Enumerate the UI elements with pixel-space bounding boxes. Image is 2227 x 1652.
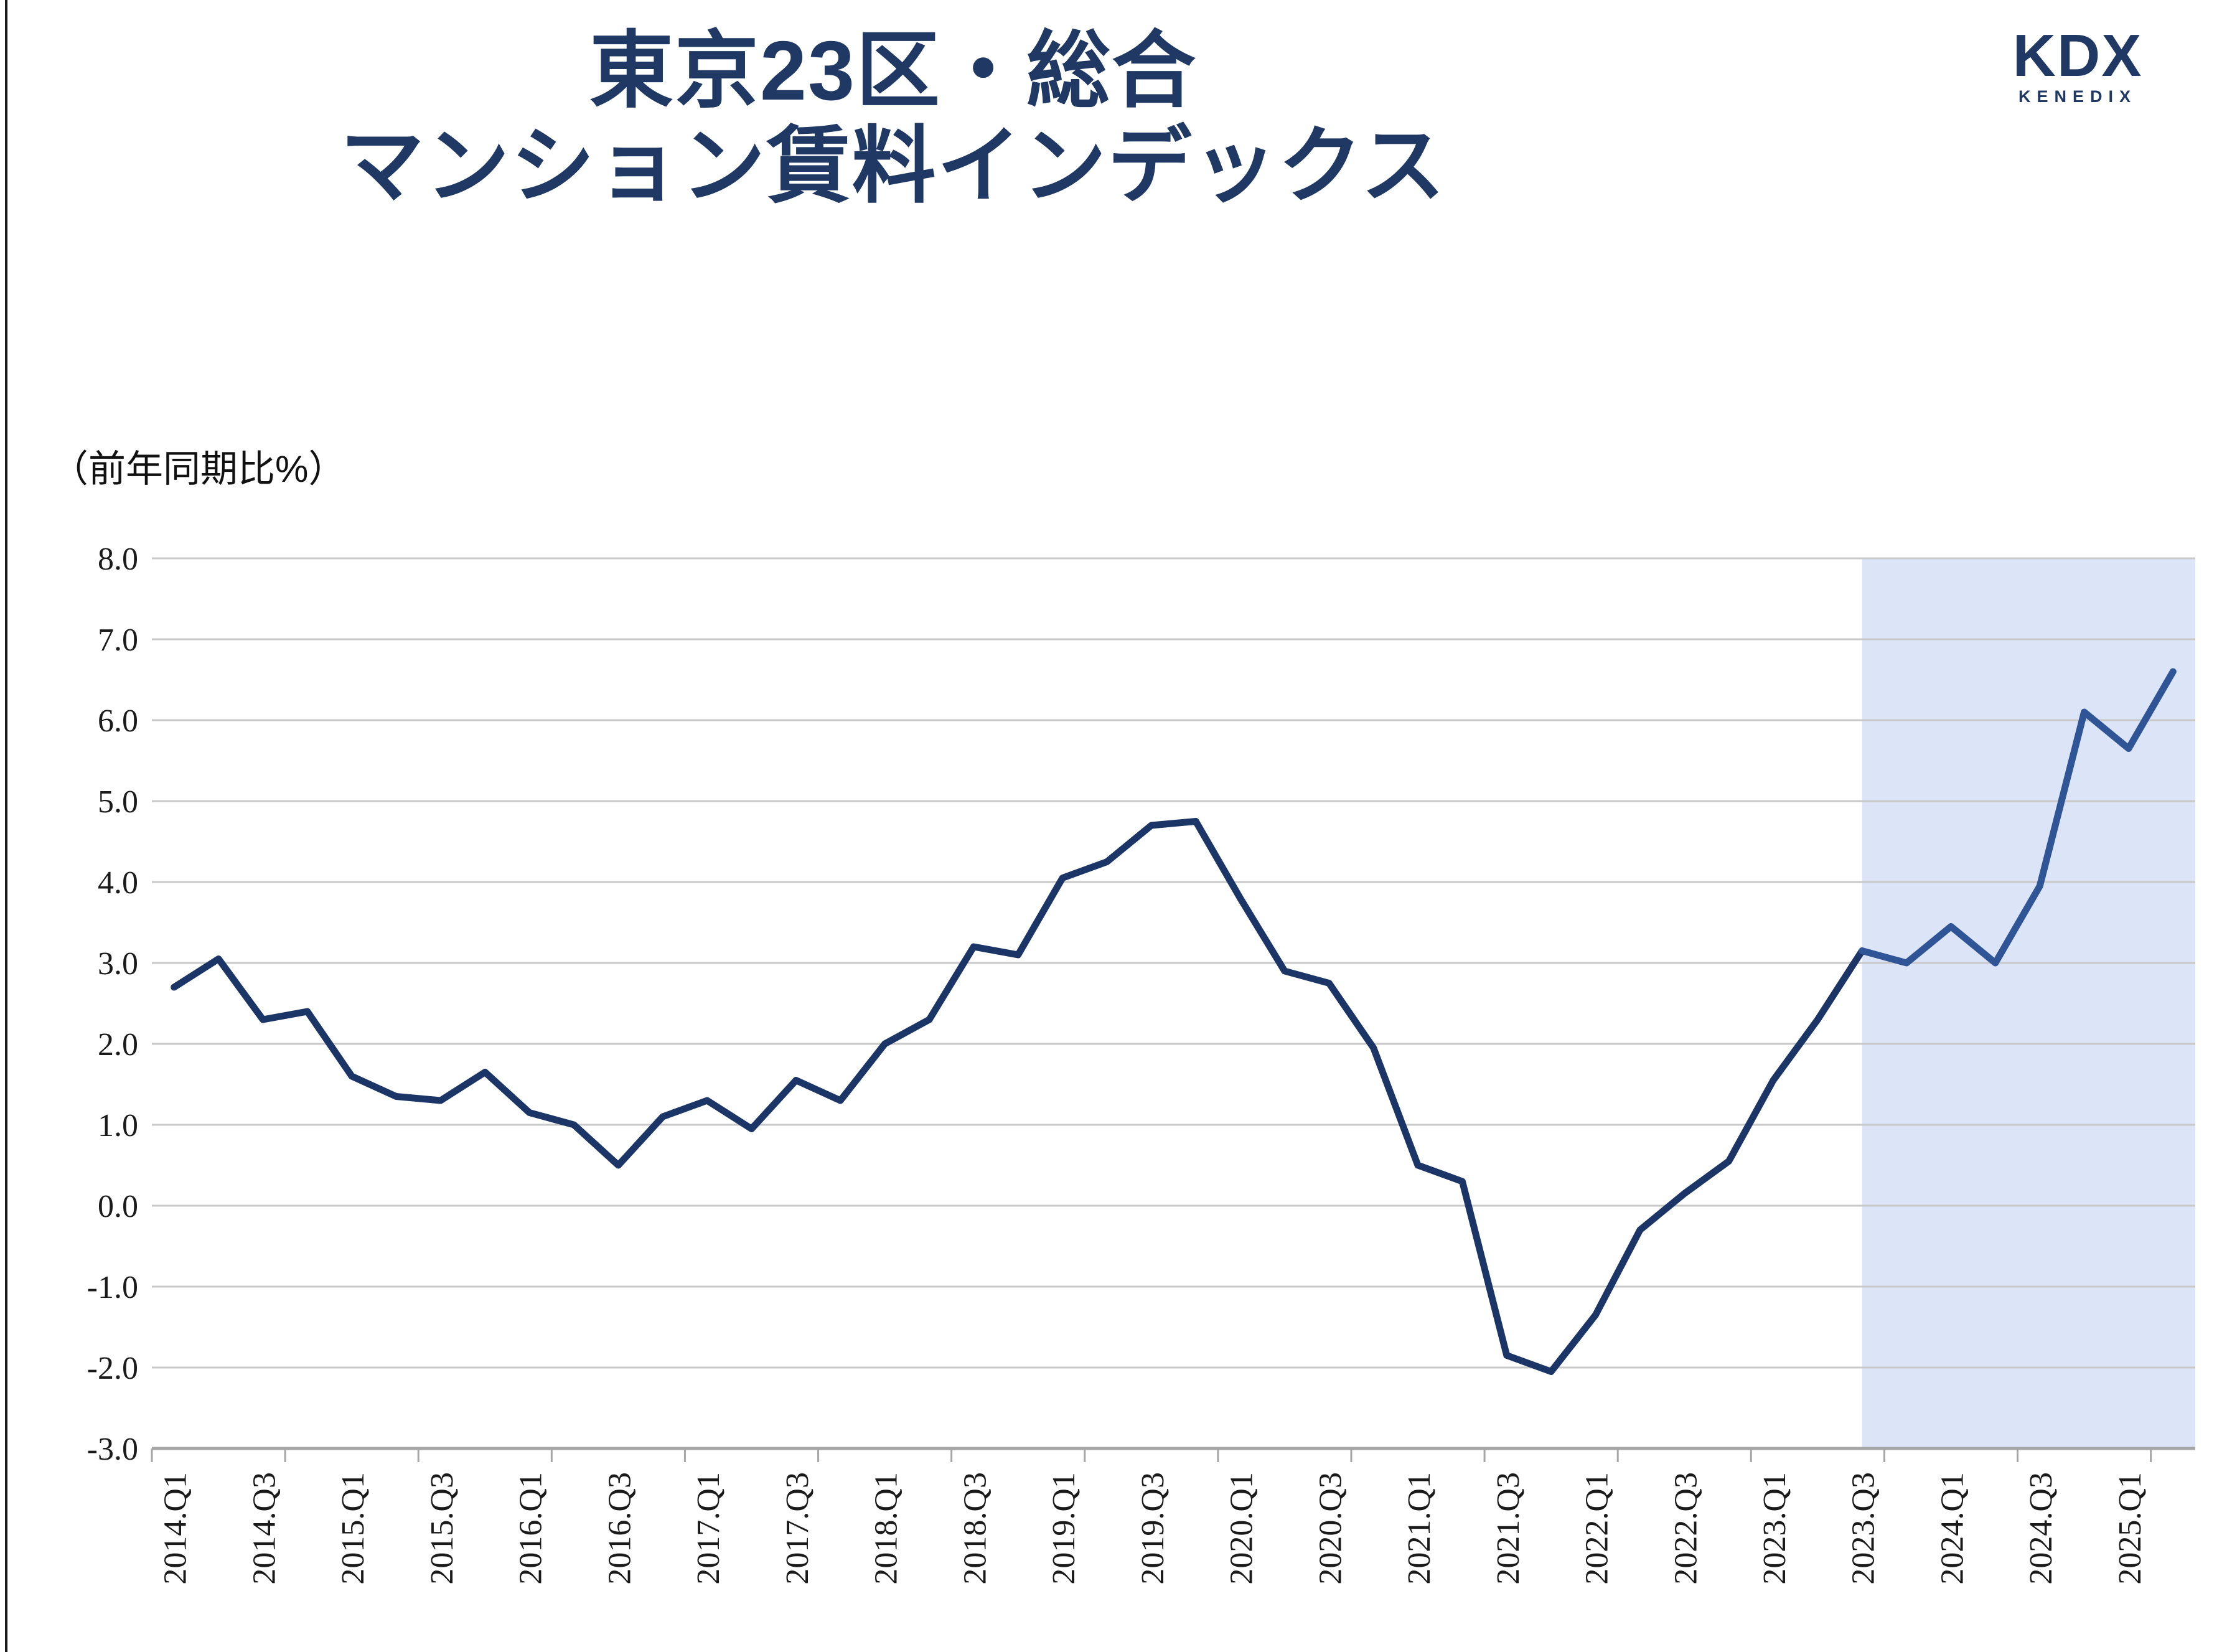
y-tick-label: 4.0	[98, 865, 138, 901]
x-tick-label: 2021.Q1	[1402, 1472, 1437, 1585]
x-tick-label: 2016.Q1	[513, 1472, 549, 1585]
x-tick-label: 2018.Q1	[869, 1472, 904, 1585]
kdx-logo-text: KDX	[2012, 22, 2143, 89]
y-tick-label: -3.0	[87, 1432, 138, 1467]
x-tick-label: 2015.Q3	[424, 1472, 460, 1585]
x-tick-label: 2017.Q1	[691, 1472, 726, 1585]
x-tick-label: 2023.Q3	[1846, 1472, 1882, 1585]
y-tick-label: -2.0	[87, 1351, 138, 1386]
y-tick-label: 2.0	[98, 1027, 138, 1063]
y-tick-label: 6.0	[98, 703, 138, 739]
kenedix-logo-text: KENEDIX	[2018, 87, 2137, 106]
x-tick-label: 2019.Q3	[1135, 1472, 1171, 1585]
x-tick-label: 2020.Q1	[1224, 1472, 1260, 1585]
screen-left-edge-line	[5, 0, 7, 1652]
x-tick-label: 2016.Q3	[602, 1472, 637, 1585]
x-tick-label: 2015.Q1	[335, 1472, 371, 1585]
x-tick-label: 2023.Q1	[1757, 1472, 1793, 1585]
y-tick-label: 0.0	[98, 1189, 138, 1224]
page-title-line1: 東京23区・総合	[589, 24, 1198, 118]
x-tick-label: 2017.Q3	[780, 1472, 815, 1585]
series-line-recent	[1859, 668, 2177, 967]
y-tick-label: 1.0	[98, 1108, 138, 1143]
y-tick-label: 3.0	[98, 946, 138, 982]
page-title-line2: マンション賃料インデックス	[340, 118, 1446, 213]
x-tick-label: 2025.Q1	[2112, 1472, 2148, 1585]
kdx-logo: KDX KENEDIX	[1984, 26, 2171, 106]
y-tick-label: 8.0	[98, 542, 138, 577]
y-tick-label: 7.0	[98, 622, 138, 658]
x-tick-label: 2014.Q1	[158, 1472, 194, 1585]
highlight-region	[1862, 558, 2195, 1448]
x-tick-label: 2018.Q3	[957, 1472, 993, 1585]
y-axis-unit-label: （前年同期比%）	[51, 448, 346, 490]
x-tick-label: 2022.Q1	[1580, 1472, 1615, 1585]
y-tick-label: -1.0	[87, 1270, 138, 1305]
series-line-historical	[171, 818, 1866, 1375]
x-tick-label: 2014.Q3	[246, 1472, 282, 1585]
x-tick-label: 2024.Q1	[1934, 1472, 1970, 1585]
x-tick-label: 2021.Q3	[1491, 1472, 1526, 1585]
y-tick-label: 5.0	[98, 784, 138, 820]
x-tick-label: 2022.Q3	[1668, 1472, 1704, 1585]
x-tick-label: 2020.Q3	[1313, 1472, 1348, 1585]
page-title: 東京23区・総合 マンション賃料インデックス	[0, 24, 1786, 214]
x-tick-label: 2019.Q1	[1046, 1472, 1082, 1585]
x-tick-label: 2024.Q3	[2023, 1472, 2059, 1585]
